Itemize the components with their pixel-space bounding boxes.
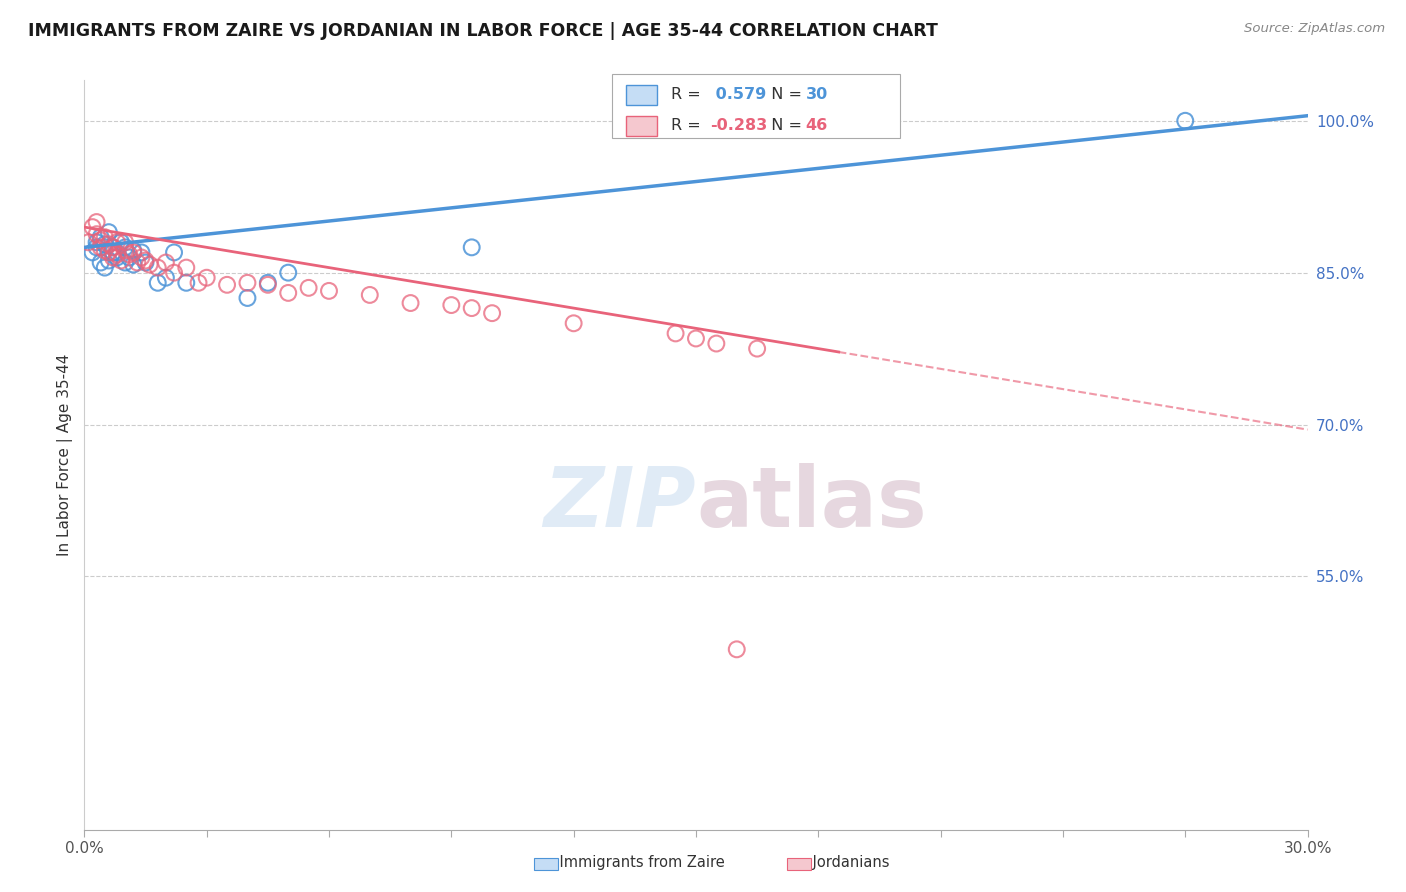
Point [93,260,115,275]
Point [97,237,120,252]
Point [163,245,186,260]
Point [93,237,115,252]
Point [685,331,707,345]
Point [174,276,197,290]
Point [131,245,153,260]
Point [105,245,128,260]
Point [105,235,128,250]
Point [399,296,422,310]
Point [105,251,128,265]
Point [1174,113,1197,128]
Point [114,255,136,269]
Point [706,336,728,351]
Text: atlas: atlas [696,463,927,544]
Point [461,301,484,315]
Point [90,240,112,254]
Point [318,284,340,298]
Point [481,306,503,320]
Text: ZIP: ZIP [543,463,696,544]
Point [146,276,169,290]
Text: R =: R = [671,87,706,103]
Point [93,230,115,244]
Point [747,342,769,356]
Point [90,233,112,247]
Text: Immigrants from Zaire: Immigrants from Zaire [541,855,725,870]
Point [110,253,132,268]
Text: IMMIGRANTS FROM ZAIRE VS JORDANIAN IN LABOR FORCE | AGE 35-44 CORRELATION CHART: IMMIGRANTS FROM ZAIRE VS JORDANIAN IN LA… [28,22,938,40]
Text: R =: R = [671,119,706,133]
Point [236,276,259,290]
Point [82,220,104,235]
Point [155,255,177,269]
Point [461,240,484,254]
Point [101,245,124,260]
Point [665,326,688,341]
Point [127,255,149,269]
Point [195,270,218,285]
Text: 46: 46 [806,119,828,133]
Point [174,260,197,275]
Text: -0.283: -0.283 [710,119,768,133]
Point [114,235,136,250]
Point [562,316,585,330]
Point [155,270,177,285]
Point [90,255,112,269]
Point [114,244,136,258]
Point [146,260,169,275]
Point [90,230,112,244]
Point [187,276,209,290]
Point [122,244,145,258]
Text: Jordanians: Jordanians [794,855,890,870]
Point [82,245,104,260]
Point [114,240,136,254]
Point [97,253,120,268]
Text: 0.579: 0.579 [710,87,766,103]
Point [131,251,153,265]
Point [163,266,186,280]
Y-axis label: In Labor Force | Age 35-44: In Labor Force | Age 35-44 [58,354,73,556]
Point [77,235,100,250]
Point [118,251,141,265]
Point [86,227,108,242]
Point [135,253,157,268]
Point [217,277,239,292]
Point [101,240,124,254]
Point [97,245,120,260]
Text: Source: ZipAtlas.com: Source: ZipAtlas.com [1244,22,1385,36]
Point [257,277,280,292]
Point [277,285,299,300]
Point [257,276,280,290]
Text: N =: N = [761,119,807,133]
Point [93,244,115,258]
Point [86,235,108,250]
Point [122,258,145,272]
Point [725,642,748,657]
Point [135,255,157,269]
Point [440,298,463,312]
Point [101,240,124,254]
Text: N =: N = [761,87,807,103]
Point [277,266,299,280]
Point [138,258,160,272]
Point [359,288,381,302]
Point [118,247,141,261]
Point [236,291,259,305]
Text: 30: 30 [806,87,828,103]
Point [298,281,321,295]
Point [110,235,132,250]
Point [122,245,145,260]
Point [101,251,124,265]
Point [97,225,120,239]
Point [86,240,108,254]
Point [86,215,108,229]
Point [105,247,128,261]
